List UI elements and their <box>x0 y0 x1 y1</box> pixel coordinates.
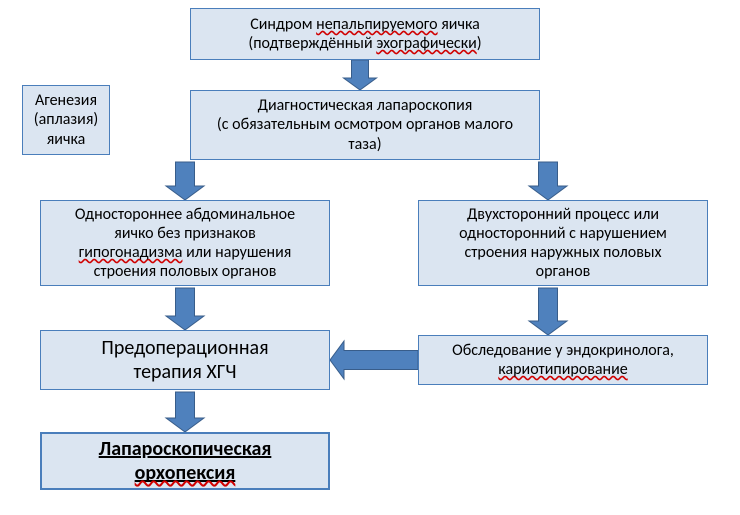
arrow-3 <box>166 288 204 330</box>
arrow-1 <box>166 162 204 200</box>
node-n7: Обследование у эндокринолога,кариотипиро… <box>418 335 708 385</box>
node-n3: Агенезия(аплазия)яичка <box>22 85 110 155</box>
node-n6: Предоперационнаятерапия ХГЧ <box>40 330 330 390</box>
node-n5: Двухсторонний процесс илиодносторонний с… <box>418 200 708 286</box>
arrow-5 <box>166 392 204 432</box>
arrow-2 <box>529 162 567 200</box>
node-n8: Лапароскопическаяорхопексия <box>40 432 330 490</box>
arrow-4 <box>529 288 567 335</box>
arrow-6 <box>330 341 418 379</box>
node-n4: Одностороннее абдоминальноеяичко без при… <box>40 200 330 286</box>
node-n2: Диагностическая лапароскопия(с обязатель… <box>190 90 540 160</box>
node-n1: Синдром непальпируемого яичка(подтверждё… <box>190 8 540 60</box>
arrow-0 <box>344 60 377 90</box>
flowchart-canvas: Синдром непальпируемого яичка(подтверждё… <box>0 0 740 515</box>
